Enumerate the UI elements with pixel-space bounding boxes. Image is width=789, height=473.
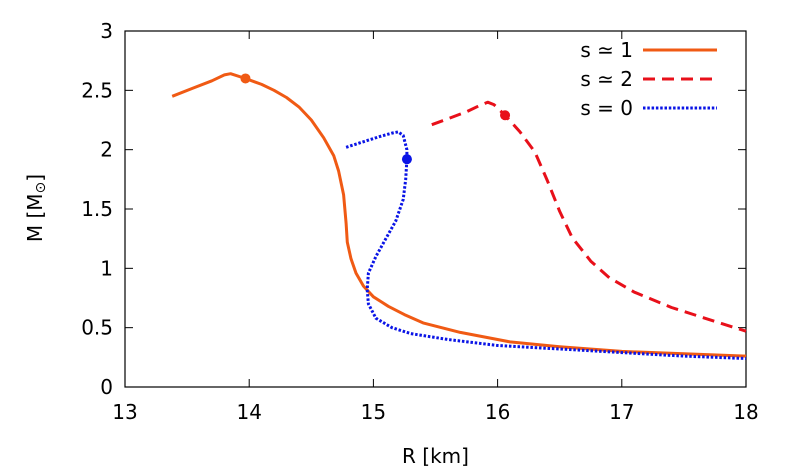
y-axis-label: M [M⊙]	[23, 174, 49, 242]
x-tick-label: 18	[733, 400, 758, 424]
series-marker	[500, 110, 511, 121]
plot-frame	[124, 30, 747, 388]
y-tick-label: 2.5	[81, 78, 113, 102]
legend-item-1: s ≃ 2	[580, 67, 717, 91]
legend-label: s ≃ 2	[580, 67, 633, 91]
y-tick-label: 1.5	[81, 197, 113, 221]
y-tick-label: 3	[100, 19, 113, 43]
series-layer	[171, 72, 747, 360]
axis-labels: R [km] M [M⊙]	[23, 174, 469, 468]
y-axis-label-symbol: ⊙	[33, 182, 49, 194]
axes-layer: 13 14 15 16 17 18 0 0.5 1 1.5 2 2.5 3	[81, 19, 759, 424]
x-axis-label: R [km]	[402, 444, 469, 468]
y-tick-label: 1	[100, 256, 113, 280]
series-marker	[240, 73, 251, 84]
legend-label: s = 0	[580, 96, 633, 120]
y-axis-label-close: ]	[23, 174, 47, 182]
x-tick-label: 13	[112, 400, 137, 424]
series-line	[431, 100, 747, 333]
y-tick-label: 0.5	[81, 316, 113, 340]
legend-item-2: s = 0	[580, 96, 717, 120]
series-marker	[401, 154, 412, 165]
y-axis-label-main: M [M	[23, 193, 47, 242]
x-tick-label: 14	[236, 400, 261, 424]
x-tick-label: 17	[609, 400, 634, 424]
legend-item-0: s ≃ 1	[580, 38, 717, 62]
series-2	[345, 130, 747, 360]
series-0	[171, 72, 747, 358]
legend: s ≃ 1 s ≃ 2 s = 0	[580, 38, 717, 120]
x-tick-label: 15	[361, 400, 386, 424]
series-line	[345, 130, 747, 360]
legend-label: s ≃ 1	[580, 38, 633, 62]
series-1	[431, 100, 747, 333]
y-tick-label: 0	[100, 375, 113, 399]
y-tick-label: 2	[100, 138, 113, 162]
x-tick-label: 16	[485, 400, 510, 424]
